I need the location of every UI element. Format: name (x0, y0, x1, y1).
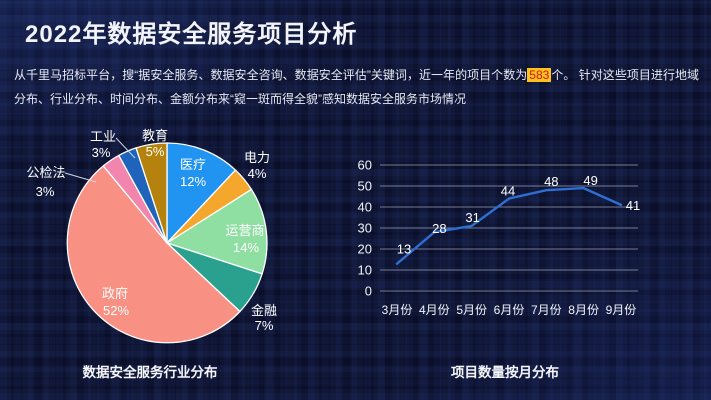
pie-slice (66, 165, 241, 344)
svg-text:工业: 工业 (90, 129, 116, 144)
svg-text:4%: 4% (248, 166, 267, 181)
line-svg: 0 10 20 30 40 50 60 13 3月份 28 4月份 31 5月份 44 6月份 48 7月份 49… (358, 158, 641, 318)
svg-text:运营商: 运营商 (225, 223, 264, 238)
svg-text:0: 0 (365, 284, 372, 299)
svg-text:电力: 电力 (244, 150, 270, 165)
svg-text:20: 20 (358, 242, 372, 257)
pie-slice (135, 142, 168, 244)
line-chart-figure: 0 10 20 30 40 50 60 13 3月份 28 4月份 31 5月份 44 6月份 48 7月份 49… (350, 150, 660, 340)
svg-text:政府: 政府 (102, 286, 128, 301)
svg-text:5月份: 5月份 (456, 303, 487, 317)
svg-text:金融: 金融 (251, 303, 277, 318)
svg-text:7月份: 7月份 (531, 303, 562, 317)
svg-text:49: 49 (583, 173, 597, 188)
svg-text:48: 48 (544, 174, 558, 189)
svg-text:10: 10 (358, 263, 372, 278)
svg-text:教育: 教育 (142, 128, 168, 143)
svg-text:60: 60 (358, 158, 372, 173)
pie-chart-figure: 医疗 12% 电力 4% 运营商 14% 金融 7% 政府 52% 公检法 3% 工业 3% 教育 5% (8, 112, 328, 357)
svg-text:12%: 12% (180, 174, 206, 189)
svg-text:50: 50 (358, 179, 372, 194)
svg-text:31: 31 (465, 210, 479, 225)
intro-text-after: 个。 针对这些项目进行地域分布、行业分布、时间分布、金额分布来“窥一斑而得全貌”… (14, 68, 700, 106)
svg-text:3%: 3% (92, 145, 111, 160)
svg-text:28: 28 (432, 221, 446, 236)
svg-text:30: 30 (358, 221, 372, 236)
svg-text:7%: 7% (255, 318, 274, 333)
svg-text:6月份: 6月份 (494, 303, 525, 317)
page-title: 2022年数据安全服务项目分析 (25, 21, 358, 48)
svg-text:公检法: 公检法 (26, 165, 65, 180)
highlight-count: 583 (527, 68, 552, 82)
svg-text:3月份: 3月份 (382, 303, 413, 317)
intro-paragraph: 从千里马招标平台，搜“据安全服务、数据安全咨询、数据安全评估”关键词，近一年的项… (14, 63, 699, 111)
svg-text:40: 40 (358, 200, 372, 215)
svg-text:44: 44 (501, 184, 515, 199)
svg-text:4月份: 4月份 (419, 303, 450, 317)
svg-text:9月份: 9月份 (606, 303, 637, 317)
pie-slice (166, 188, 268, 275)
pie-caption: 数据安全服务行业分布 (82, 365, 218, 380)
line-caption: 项目数量按月分布 (451, 365, 559, 380)
svg-text:41: 41 (626, 198, 640, 213)
pie-slice (166, 142, 237, 244)
intro-text-before: 从千里马招标平台，搜“据安全服务、数据安全咨询、数据安全评估”关键词，近一年的项… (14, 68, 528, 82)
svg-text:医疗: 医疗 (180, 157, 206, 172)
svg-text:3%: 3% (36, 184, 55, 199)
svg-text:14%: 14% (233, 240, 259, 255)
svg-text:8月份: 8月份 (568, 303, 599, 317)
svg-text:13: 13 (397, 242, 411, 257)
svg-text:5%: 5% (146, 144, 165, 159)
svg-text:52%: 52% (103, 303, 129, 318)
